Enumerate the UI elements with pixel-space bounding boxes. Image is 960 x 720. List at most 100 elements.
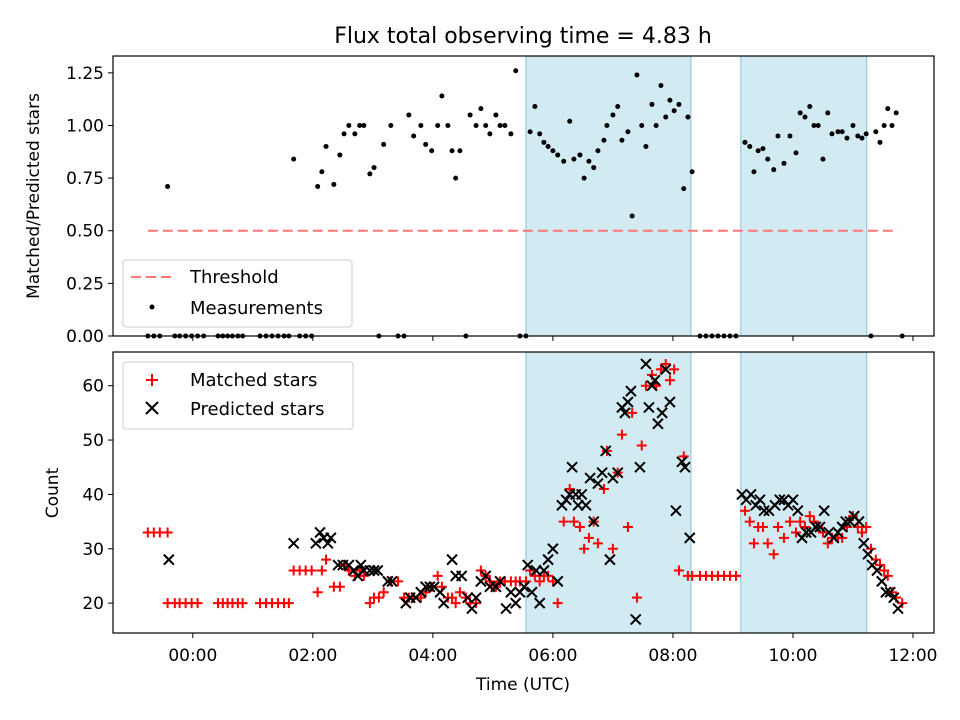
measurement-point	[815, 122, 821, 128]
measurement-point	[760, 146, 766, 152]
measurement-point	[502, 122, 508, 128]
measurement-point	[457, 148, 463, 154]
predicted-star-point	[547, 543, 559, 555]
measurement-point	[863, 131, 869, 137]
matched-star-point	[879, 565, 890, 576]
predicted-star-point	[646, 379, 658, 392]
measurement-point	[844, 135, 850, 141]
measurement-point	[527, 129, 533, 135]
measurement-point	[639, 122, 645, 128]
matched-star-point	[583, 532, 594, 543]
matched-star-point	[450, 598, 461, 609]
predicted-star-point	[622, 396, 634, 408]
ratio-y-axis: 0.00 0.25 0.50 0.75 1.00 1.25	[66, 64, 113, 347]
predicted-star-point	[792, 505, 804, 517]
matched-star-point	[640, 380, 651, 391]
measurement-point	[793, 150, 799, 156]
predicted-star-point	[314, 526, 326, 539]
measurement-point	[381, 141, 387, 147]
predicted-star-point	[892, 602, 904, 615]
matched-star-point	[757, 522, 768, 533]
predicted-star-point	[386, 575, 398, 588]
measurement-point	[604, 122, 610, 128]
measurement-point	[877, 139, 883, 145]
count-panel: 20 30 40 50 60 00:00 02:00 04:00 06:00 08:00 10:0…	[43, 351, 937, 695]
matched-star-point	[622, 522, 633, 533]
predicted-star-point	[542, 553, 554, 566]
measurement-point	[873, 129, 879, 135]
predicted-star-point	[630, 613, 642, 626]
predicted-star-point	[494, 575, 506, 588]
predicted-star-point	[604, 553, 616, 566]
count-legend: Matched stars Predicted stars	[122, 361, 354, 430]
measurement-point	[610, 112, 616, 118]
measurement-point	[634, 72, 640, 78]
x-tick-label: 04:00	[408, 646, 457, 666]
matched-star-point	[321, 554, 332, 565]
matched-star-point	[358, 570, 369, 581]
y-tick-label: 60	[82, 377, 104, 397]
predicted-star-point	[500, 602, 512, 615]
matched-star-point	[162, 527, 173, 538]
predicted-star-point	[800, 526, 812, 539]
measurement-point	[537, 131, 543, 137]
predicted-star-point	[754, 494, 766, 506]
measurement-point	[331, 181, 337, 187]
measurement-point	[352, 131, 358, 137]
observation-intervals	[525, 351, 868, 634]
predicted-star-point	[660, 363, 672, 376]
measurement-point	[591, 165, 597, 171]
ratio-legend-box	[122, 259, 353, 328]
predicted-star-point	[862, 548, 874, 560]
measurement-point	[418, 122, 424, 128]
predicted-star-point	[371, 564, 384, 577]
matched-star-point	[861, 522, 872, 533]
measurement-point	[371, 165, 377, 171]
predicted-star-point	[584, 472, 596, 484]
matched-star-point	[804, 511, 815, 522]
predicted-star-point	[533, 597, 546, 609]
measurement-point	[411, 133, 417, 139]
matched-star-point	[795, 516, 806, 527]
matched-star-point	[616, 429, 627, 440]
legend-predicted-label: Predicted stars	[190, 399, 324, 420]
predicted-star-point	[684, 532, 696, 544]
measurement-point	[586, 158, 592, 164]
predicted-star-point	[466, 602, 478, 615]
ratio-panel-frame	[112, 55, 935, 337]
predicted-star-point	[818, 505, 830, 517]
predicted-star-point	[592, 477, 604, 490]
measurement-point	[357, 122, 363, 128]
matched-star-point	[768, 549, 779, 560]
measurement-point	[577, 152, 583, 158]
predicted-star-point	[566, 461, 578, 473]
matched-star-point	[784, 516, 795, 527]
predicted-star-point	[505, 586, 517, 598]
measurement-point	[893, 110, 899, 116]
predicted-star-point	[880, 586, 892, 598]
predicted-star-point	[656, 407, 668, 419]
measurement-point	[165, 184, 171, 190]
measurement-point	[765, 156, 771, 162]
shaded-interval	[740, 55, 868, 337]
matched-star-point	[564, 483, 575, 494]
y-tick-label: 0.00	[66, 327, 104, 347]
predicted-star-point	[419, 581, 432, 593]
predicted-star-point	[853, 515, 865, 528]
predicted-star-point	[600, 445, 612, 457]
y-tick-label: 0.25	[66, 274, 104, 294]
measurement-point	[346, 122, 352, 128]
matched-star-point	[739, 505, 750, 516]
measurement-point	[685, 114, 691, 120]
measurement-point	[467, 112, 473, 118]
measurement-point	[571, 156, 577, 162]
shaded-interval	[525, 55, 692, 337]
matched-star-point	[669, 364, 680, 375]
predicted-star-point	[538, 564, 550, 577]
ratio-legend: Threshold Measurements	[122, 259, 353, 328]
measurement-point	[829, 131, 835, 137]
measurement-point	[667, 97, 673, 103]
predicted-star-point	[774, 494, 786, 506]
legend-matched-label: Matched stars	[190, 370, 317, 391]
measurement-point	[625, 129, 631, 135]
